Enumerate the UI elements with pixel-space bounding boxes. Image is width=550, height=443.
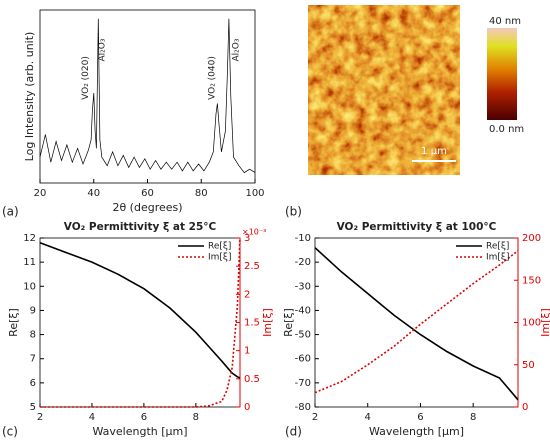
chart-title: VO₂ Permittivity ξ at 25°C <box>64 221 217 233</box>
afm-image <box>308 5 460 175</box>
peak-annotation: VO₂ (040) <box>208 56 218 100</box>
x-tick-label: 40 <box>87 188 100 199</box>
colorbar <box>487 28 517 120</box>
y2-tick-label: 0 <box>244 402 250 413</box>
plot-frame <box>39 237 241 408</box>
y2-tick-label: 2 <box>244 289 250 300</box>
y-tick-label: -60 <box>295 354 311 365</box>
x-tick-label: 2 <box>37 412 43 423</box>
x-tick-label: 60 <box>141 188 154 199</box>
x-tick-label: 6 <box>417 412 423 423</box>
y-axis-label: Log Intensity (arb. unit) <box>23 32 36 162</box>
y2-multiplier: ×10⁻³ <box>242 228 266 237</box>
y-tick-label: -30 <box>295 281 311 292</box>
x-tick-label: 8 <box>193 412 199 423</box>
peak-annotation: Al₂O₃ <box>232 38 242 61</box>
colorbar-label: 0.0 nm <box>489 124 524 135</box>
series-line <box>39 18 256 174</box>
x-tick-label: 8 <box>470 412 476 423</box>
y-tick-label: 7 <box>30 354 36 365</box>
y-tick-label: 11 <box>23 257 36 268</box>
colorbar-label: 40 nm <box>489 16 521 27</box>
legend-label: Re[ξ] <box>208 242 231 252</box>
y2-tick-label: 150 <box>522 275 541 286</box>
y2-tick-label: 50 <box>522 360 535 371</box>
series-line <box>314 247 519 401</box>
scale-bar-label: 1 μm <box>421 146 447 157</box>
y-tick-label: -10 <box>295 233 311 244</box>
y-tick-label: 6 <box>30 378 36 389</box>
x-tick-label: 20 <box>34 188 47 199</box>
y2-axis-label: Im[ξ] <box>539 308 550 337</box>
plot-frame <box>314 237 519 408</box>
legend-label: Im[ξ] <box>486 253 509 263</box>
x-tick-label: 100 <box>245 188 264 199</box>
y2-tick-label: 100 <box>522 318 541 329</box>
y2-tick-label: 1.5 <box>244 318 260 329</box>
y2-axis-label: Im[ξ] <box>261 308 274 337</box>
y-tick-label: -50 <box>295 330 311 341</box>
y2-tick-label: 2.5 <box>244 261 260 272</box>
y-tick-label: 10 <box>23 281 36 292</box>
panel-label: (a) <box>2 205 19 219</box>
y2-tick-label: 0 <box>522 402 528 413</box>
y2-tick-label: 1 <box>244 346 250 357</box>
panel-label: (b) <box>285 205 302 219</box>
x-tick-label: 80 <box>195 188 208 199</box>
y-tick-label: 8 <box>30 330 36 341</box>
y-tick-label: -20 <box>295 257 311 268</box>
series-line <box>40 237 241 408</box>
y2-tick-label: 0.5 <box>244 374 260 385</box>
panel-label: (d) <box>285 425 302 439</box>
series-line <box>314 250 519 394</box>
y-tick-label: 5 <box>30 402 36 413</box>
peak-annotation: VO₂ (020) <box>81 56 91 100</box>
x-tick-label: 2 <box>312 412 318 423</box>
x-tick-label: 4 <box>365 412 371 423</box>
y-axis-label: Re[ξ] <box>282 308 295 337</box>
y-tick-label: 12 <box>23 233 36 244</box>
y-tick-label: -70 <box>295 378 311 389</box>
legend-label: Im[ξ] <box>208 253 231 263</box>
y-tick-label: -40 <box>295 305 311 316</box>
y2-tick-label: 3 <box>244 233 250 244</box>
legend-label: Re[ξ] <box>486 242 509 252</box>
y2-tick-label: 200 <box>522 233 541 244</box>
y-tick-label: 9 <box>30 305 36 316</box>
y-tick-label: -80 <box>295 402 311 413</box>
x-tick-label: 6 <box>141 412 147 423</box>
y-axis-label: Re[ξ] <box>7 308 20 337</box>
panel-label: (c) <box>2 425 18 439</box>
x-axis-label: Wavelength [μm] <box>92 425 187 438</box>
plot-frame <box>39 9 256 184</box>
x-axis-label: Wavelength [μm] <box>369 425 464 438</box>
x-axis-label: 2θ (degrees) <box>112 201 182 214</box>
peak-annotation: Al₂O₃ <box>97 38 107 61</box>
series-line <box>39 242 241 379</box>
chart-title: VO₂ Permittivity ξ at 100°C <box>337 221 497 233</box>
x-tick-label: 4 <box>89 412 95 423</box>
